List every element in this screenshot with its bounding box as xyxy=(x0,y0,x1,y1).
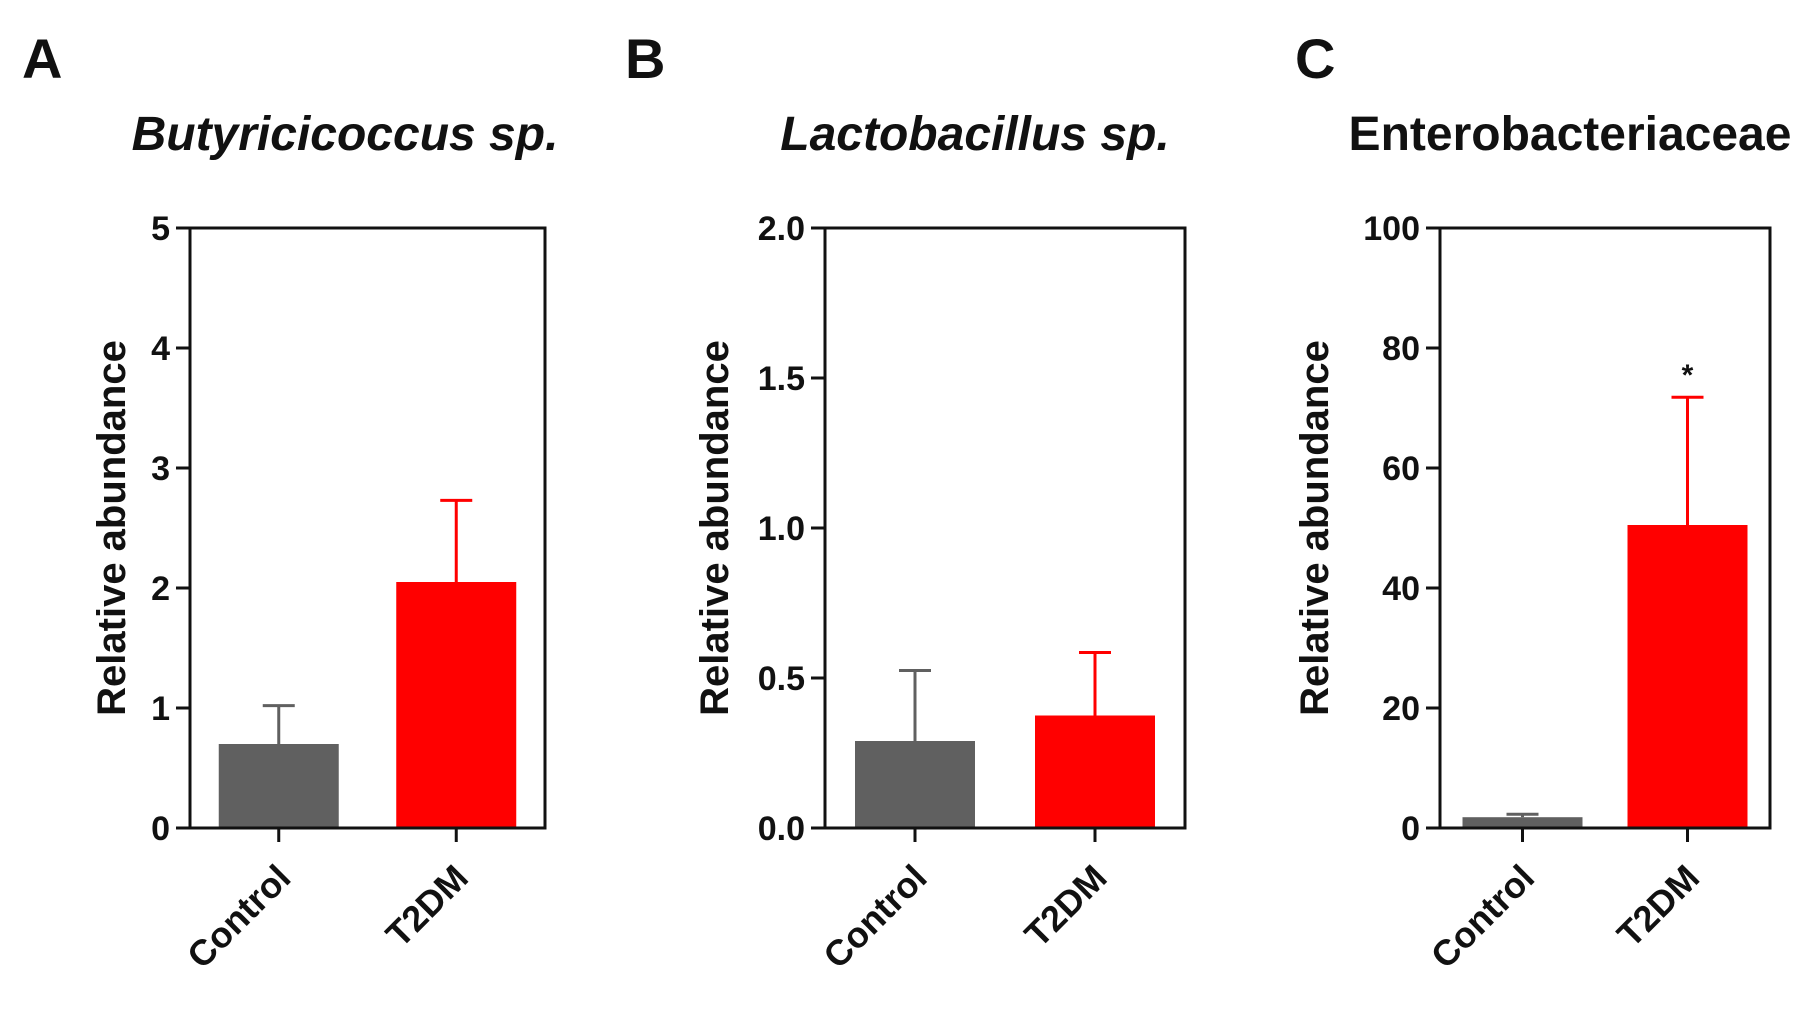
category-label-t2dm: T2DM xyxy=(1016,857,1114,955)
bar-control xyxy=(218,744,339,828)
y-tick-label: 2 xyxy=(151,570,170,608)
chart-title: Lactobacillus sp. xyxy=(780,108,1169,161)
y-tick-label: 4 xyxy=(151,330,170,368)
category-label-control: Control xyxy=(179,857,298,976)
category-label-control: Control xyxy=(815,857,934,976)
panel-letter: A xyxy=(22,27,62,90)
category-label-t2dm: T2DM xyxy=(378,857,476,955)
y-tick-label: 0 xyxy=(151,810,170,848)
panel-letter: C xyxy=(1295,27,1335,90)
y-tick-label: 1.0 xyxy=(758,510,805,548)
plot-frame xyxy=(1438,226,1772,830)
y-axis-label: Relative abundance xyxy=(1293,340,1337,716)
y-tick-label: 60 xyxy=(1382,450,1420,488)
panel-b: B Lactobacillus sp. Relative abundance Cont… xyxy=(625,27,1187,976)
plot-frame xyxy=(188,226,547,830)
category-label-t2dm: T2DM xyxy=(1609,857,1707,955)
panel-letter: B xyxy=(625,27,665,90)
y-tick-label: 1 xyxy=(151,690,170,728)
bar-t2dm xyxy=(396,582,517,828)
y-tick-label: 40 xyxy=(1382,570,1420,608)
y-tick-label: 2.0 xyxy=(758,210,805,248)
y-tick-label: 100 xyxy=(1363,210,1420,248)
y-tick-label: 0 xyxy=(1401,810,1420,848)
y-tick-label: 5 xyxy=(151,210,170,248)
y-tick-label: 0.5 xyxy=(758,660,805,698)
panel-c: C Enterobacteriaceae Relative abundance Con… xyxy=(1293,27,1791,976)
bar-control xyxy=(1462,817,1583,828)
y-axis-label: Relative abundance xyxy=(693,340,737,716)
chart-title: Butyricicoccus sp. xyxy=(132,108,559,161)
bar-control xyxy=(855,741,975,828)
significance-marker: * xyxy=(1682,359,1694,392)
bar-t2dm xyxy=(1627,525,1748,828)
chart-title: Enterobacteriaceae xyxy=(1349,108,1792,161)
category-label-control: Control xyxy=(1423,857,1542,976)
y-tick-label: 20 xyxy=(1382,690,1420,728)
y-tick-label: 3 xyxy=(151,450,170,488)
y-axis-label: Relative abundance xyxy=(90,340,134,716)
y-tick-label: 1.5 xyxy=(758,360,805,398)
panel-a: A Butyricicoccus sp. Relative abundance Con… xyxy=(22,27,558,976)
y-tick-label: 80 xyxy=(1382,330,1420,368)
bar-t2dm xyxy=(1035,715,1155,828)
y-tick-label: 0.0 xyxy=(758,810,805,848)
